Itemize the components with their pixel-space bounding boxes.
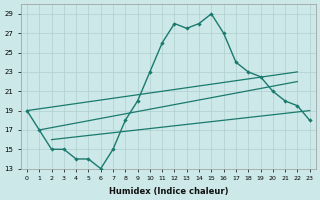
X-axis label: Humidex (Indice chaleur): Humidex (Indice chaleur) bbox=[108, 187, 228, 196]
